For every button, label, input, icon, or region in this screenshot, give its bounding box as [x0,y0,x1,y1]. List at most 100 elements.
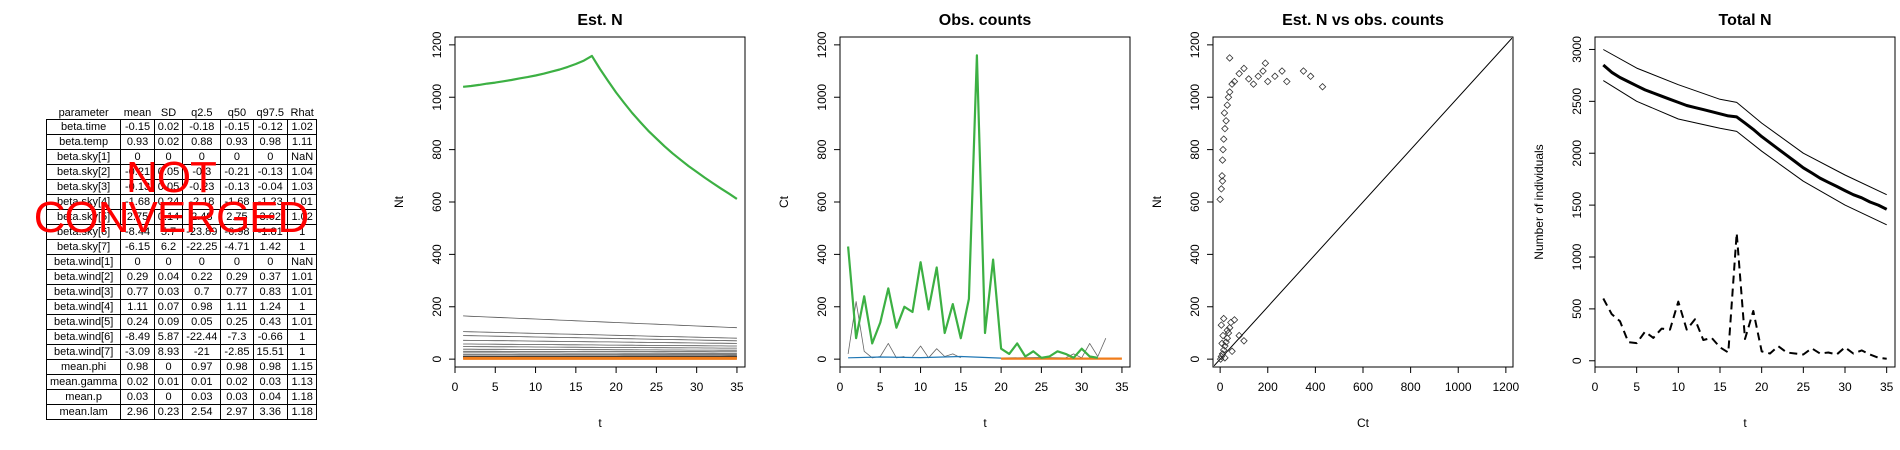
table-cell: 1.02 [287,209,318,225]
y-tick-label: 600 [1188,192,1202,212]
scatter-point [1240,337,1248,345]
x-tick-label: 5 [877,380,884,394]
table-cell: 0.07 [153,299,184,315]
table-cell: 1.02 [287,119,318,135]
chart-panel-4: Total N 0 5 10 15 20 25 30 35 t 0 500 1000 1500 2000 25… [1532,12,1896,430]
table-cell: -1.68 [220,194,254,210]
x-tick-label: 10 [914,380,928,394]
y-tick-label: 0 [1188,355,1202,362]
x-tick-label: 15 [569,380,583,394]
x-tick-label: 5 [492,380,499,394]
table-cell: -7.3 [220,329,254,345]
table-cell: beta.wind[6] [45,329,122,345]
gray-series-line [463,315,737,329]
table-cell: 0.03 [220,389,254,405]
table-cell: 0.02 [220,374,254,390]
y-axis: 0 500 1000 1500 2000 2500 3000 [1570,36,1595,364]
y-tick-label: 1000 [1188,84,1202,111]
gray-series-line [463,350,737,353]
scatter-point [1218,156,1227,164]
scatter-point [1278,67,1286,75]
y-tick-label: 400 [1188,244,1202,264]
table-cell: 2.54 [182,404,222,420]
table-cell: -0.3 [182,164,222,180]
column-header: mean [123,106,152,119]
y-tick-label: 1000 [430,84,444,111]
table-cell: 0.03 [182,389,222,405]
gray-series-line [463,339,737,344]
scatter-point [1219,346,1228,354]
table-cell: 0.01 [182,374,222,390]
column-header: Rhat [290,106,314,119]
y-tick-label: 200 [815,296,829,316]
x-tick-label: 25 [650,380,664,394]
table-row: beta.sky[2] -0.21 0.05 -0.3 -0.21 -0.13 1.04 [45,164,318,180]
column-header: SD [160,106,177,119]
green-series-line [847,54,1098,359]
table-row: beta.wind[6] -8.49 5.87 -22.44 -7.3 -0.66 1 [45,329,318,345]
y-tick-label: 1000 [815,84,829,111]
y-tick-label: 1200 [815,31,829,58]
scatter-point [1223,326,1232,335]
gray-series-line [463,343,737,347]
table-cell: -6.15 [120,239,155,255]
table-cell: 1.18 [287,404,318,420]
y-tick-label: 800 [1188,139,1202,159]
x-tick-label: 30 [1838,380,1852,394]
scatter-point [1228,80,1236,88]
y-axis: 0 200 400 600 800 1000 1200 [815,31,840,362]
table-cell: 0.97 [182,359,222,375]
summary-table-header: parameter mean SD q2.5 q50 q97.5 Rhat [47,106,317,120]
scatter-point [1216,195,1224,204]
table-cell: 3.02 [252,209,289,225]
chart-title: Est. N [577,12,622,29]
x-tick-label: 20 [994,380,1008,394]
table-cell: NaN [287,254,318,270]
table-cell: -0.66 [252,329,289,345]
table-cell: 0.98 [120,359,155,375]
chart-title: Est. N vs obs. counts [1282,12,1444,29]
table-cell: -4.71 [220,239,254,255]
x-tick-label: 10 [1672,380,1686,394]
y-axis: 0 200 400 600 800 1000 1200 [1188,31,1213,362]
table-cell: 2.96 [120,404,155,420]
x-tick-label: 1200 [1493,380,1520,394]
column-header: q2.5 [191,106,213,119]
table-header-row: parameter mean SD q2.5 q50 q97.5 Rhat [47,106,317,120]
x-tick-label: 600 [1353,380,1373,394]
x-axis: 0 5 10 15 20 25 30 35 [1592,367,1894,394]
y-tick-label: 2500 [1570,88,1584,115]
x-tick-label: 0 [1592,380,1599,394]
table-row: mean.gamma 0.02 0.01 0.01 0.02 0.03 1.13 [45,374,318,390]
series-line-lower [1603,80,1887,226]
x-tick-label: 800 [1401,380,1421,394]
y-axis-label: Nt [1150,195,1164,208]
gray-series-line [463,352,737,354]
scatter-point [1222,338,1230,346]
y-tick-label: 200 [430,296,444,316]
table-cell: 2.97 [220,404,254,420]
summary-table-body: beta.time -0.15 0.02 -0.18 -0.15 -0.12 1.02 bet… [45,119,318,420]
table-row: mean.phi 0.98 0 0.97 0.98 0.98 1.15 [45,359,318,375]
x-tick-label: 15 [1713,380,1727,394]
y-tick-label: 0 [815,355,829,362]
table-cell: -0.15 [220,119,254,135]
x-tick-label: 20 [1755,380,1769,394]
table-cell: beta.sky[7] [45,239,122,255]
summary-table: parameter mean SD q2.5 q50 q97.5 Rhat beta.tim… [45,106,318,420]
table-cell: 0.98 [220,359,254,375]
table-cell: beta.wind[7] [45,344,122,360]
scatter-point [1224,329,1233,337]
scatter-point [1306,72,1315,81]
chart-panel-2: Obs. counts 0 5 10 15 20 25 30 35 t 0 200 400 600 800 1… [777,12,1131,430]
scatter-point [1235,331,1243,340]
scatter-point [1299,67,1308,75]
plot-area [462,54,738,360]
y-tick-label: 400 [430,244,444,264]
x-tick-label: 1000 [1445,380,1472,394]
table-cell: beta.wind[2] [45,269,122,285]
x-tick-label: 400 [1305,380,1325,394]
y-tick-label: 1200 [1188,31,1202,58]
scatter-point [1271,72,1279,81]
